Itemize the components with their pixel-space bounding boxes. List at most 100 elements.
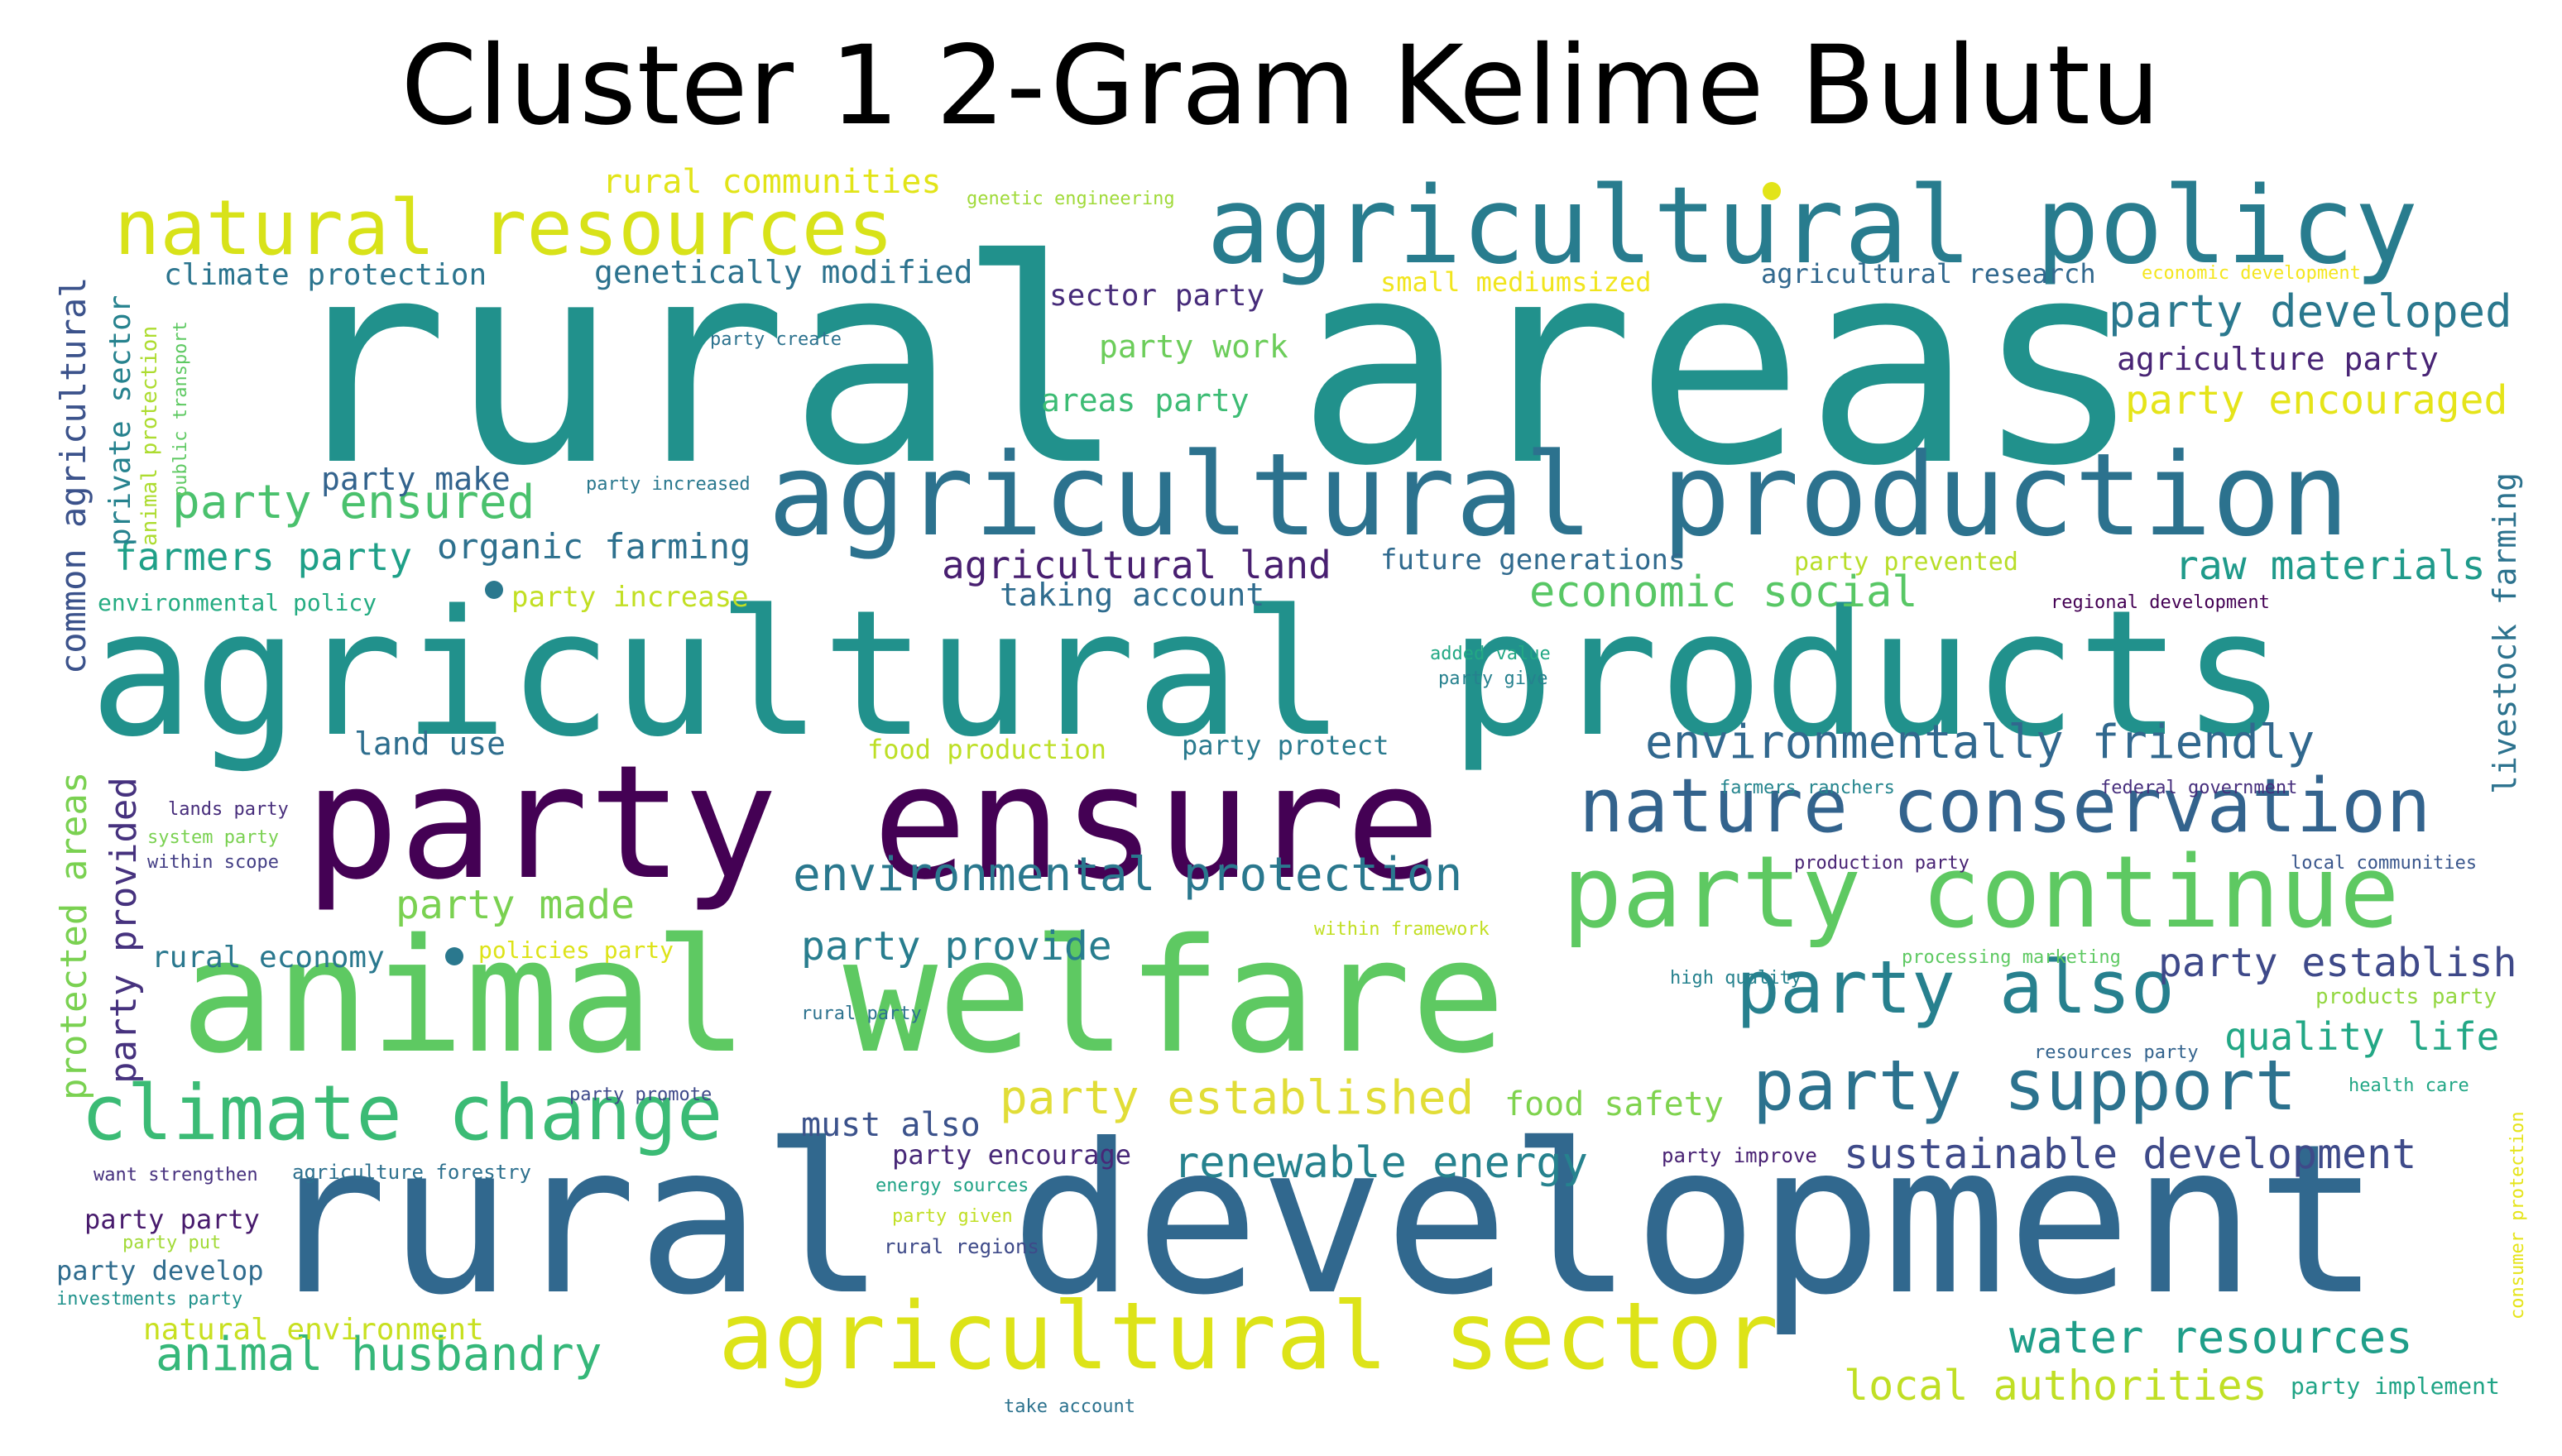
word-within-scope: within scope: [147, 852, 279, 873]
word-party-made: party made: [396, 882, 635, 928]
word-products-party: products party: [2315, 984, 2497, 1009]
word-private-sector: private sector: [103, 295, 137, 546]
word-local-communities: local communities: [2291, 853, 2478, 874]
word-livestock-farming: livestock farming: [2487, 472, 2523, 794]
word-consumer-protection: consumer protection: [2507, 1111, 2528, 1320]
word-health-care: health care: [2348, 1075, 2469, 1096]
word-party-put: party put: [122, 1233, 222, 1253]
cloud-dot-3: [1763, 182, 1781, 200]
word-food-production: food production: [867, 734, 1106, 765]
word-party-support: party support: [1753, 1045, 2297, 1126]
word-quality-life: quality life: [2224, 1014, 2500, 1059]
word-lands-party: lands party: [168, 799, 289, 820]
word-party-ensure: party ensure: [305, 731, 1441, 914]
word-agricultural-policy: agricultural policy: [1207, 165, 2419, 288]
word-small-mediumsized: small mediumsized: [1380, 266, 1652, 298]
word-food-safety: food safety: [1504, 1085, 1724, 1123]
word-public-transport: public transport: [170, 321, 191, 496]
word-must-also: must also: [801, 1106, 981, 1144]
word-renewable-energy: renewable energy: [1173, 1138, 1588, 1188]
word-party-establish: party establish: [2158, 940, 2517, 986]
word-agricultural-research: agricultural research: [1761, 258, 2096, 290]
word-land-use: land use: [354, 726, 506, 762]
word-party-increased: party increased: [586, 474, 751, 495]
word-party-established: party established: [1000, 1071, 1475, 1125]
word-party-party: party party: [84, 1204, 260, 1235]
word-take-account: take account: [1004, 1396, 1135, 1417]
word-genetic-engineering: genetic engineering: [967, 189, 1175, 209]
word-natural-resources: natural resources: [114, 184, 894, 272]
word-regional-development: regional development: [2051, 592, 2270, 613]
word-party-improve: party improve: [1662, 1144, 1817, 1167]
word-want-strengthen: want strengthen: [94, 1165, 258, 1185]
word-animal-protection: animal protection: [137, 325, 162, 546]
word-party-protect: party protect: [1182, 730, 1389, 761]
word-organic-farming: organic farming: [437, 526, 751, 567]
word-nature-conservation: nature conservation: [1579, 763, 2431, 850]
word-areas-party: areas party: [1041, 382, 1250, 419]
page-title: Cluster 1 2-Gram Kelime Bulutu: [401, 22, 2161, 150]
word-rural-areas: rural areas: [280, 200, 2143, 528]
word-party-developed: party developed: [2109, 285, 2512, 338]
word-taking-account: taking account: [1000, 577, 1265, 613]
word-rural-regions: rural regions: [884, 1235, 1039, 1258]
word-party-provide: party provide: [801, 923, 1112, 970]
word-party-prevented: party prevented: [1794, 548, 2018, 577]
word-natural-environment: natural environment: [143, 1313, 484, 1347]
word-party-also: party also: [1736, 945, 2175, 1030]
word-policies-party: policies party: [478, 936, 674, 964]
word-party-provided: party provided: [103, 777, 145, 1084]
word-within-framework: within framework: [1314, 919, 1490, 940]
word-investments-party: investments party: [56, 1289, 243, 1310]
word-agriculture-party: agriculture party: [2117, 341, 2439, 377]
word-farmers-ranchers: farmers ranchers: [1720, 778, 1895, 798]
word-party-create: party create: [710, 329, 842, 350]
word-economic-development: economic development: [2142, 263, 2361, 284]
cloud-dot-2: [445, 947, 463, 965]
word-genetically-modified: genetically modified: [594, 254, 973, 290]
word-protected-areas: protected areas: [53, 771, 95, 1100]
word-processing-marketing: processing marketing: [1902, 947, 2121, 968]
word-sustainable-development: sustainable development: [1844, 1130, 2417, 1178]
word-animal-welfare: animal welfare: [180, 905, 1506, 1088]
word-party-ensured: party ensured: [172, 476, 535, 529]
word-agricultural-sector: agricultural sector: [718, 1283, 1779, 1391]
word-energy-sources: energy sources: [876, 1176, 1029, 1196]
word-environmentally-friendly: environmentally friendly: [1645, 716, 2315, 769]
word-party-implement: party implement: [2291, 1372, 2500, 1400]
word-party-encourage: party encourage: [892, 1139, 1131, 1171]
word-added-value: added value: [1430, 644, 1551, 664]
word-party-give: party give: [1438, 668, 1548, 689]
word-party-work: party work: [1099, 328, 1288, 365]
word-climate-protection: climate protection: [164, 258, 487, 292]
word-party-promote: party promote: [569, 1085, 712, 1105]
word-party-continue: party continue: [1562, 836, 2400, 951]
word-common-agricultural: common agricultural: [53, 276, 94, 674]
word-party-increase: party increase: [511, 581, 749, 614]
word-resources-party: resources party: [2034, 1042, 2199, 1063]
word-future-generations: future generations: [1380, 544, 1686, 577]
word-party-develop: party develop: [56, 1255, 264, 1286]
word-rural-party: rural party: [801, 1003, 922, 1024]
word-party-encouraged: party encouraged: [2125, 377, 2508, 424]
word-cloud: rural areas agricultural products rural de…: [53, 157, 2528, 1431]
word-sector-party: sector party: [1049, 279, 1265, 313]
word-agricultural-products: agricultural products: [89, 572, 2287, 775]
word-rural-communities: rural communities: [602, 163, 942, 201]
word-environmental-protection: environmental protection: [793, 848, 1463, 902]
word-agricultural-land: agricultural land: [942, 543, 1331, 587]
word-rural-development: rural development: [263, 1099, 2381, 1340]
word-water-resources: water resources: [2009, 1311, 2413, 1363]
word-climate-change: climate change: [81, 1069, 723, 1157]
word-party-given: party given: [892, 1206, 1013, 1227]
word-production-party: production party: [1794, 853, 1969, 874]
word-environmental-policy: environmental policy: [98, 589, 377, 616]
word-system-party: system party: [147, 827, 279, 848]
word-agricultural-production: agricultural production: [768, 429, 2349, 562]
word-farmers-party: farmers party: [114, 534, 413, 579]
word-raw-materials: raw materials: [2175, 543, 2486, 589]
word-party-make: party make: [321, 461, 511, 497]
word-agriculture-forestry: agriculture forestry: [292, 1161, 531, 1184]
cloud-dot-1: [485, 581, 503, 599]
word-federal-government: federal government: [2100, 778, 2298, 798]
